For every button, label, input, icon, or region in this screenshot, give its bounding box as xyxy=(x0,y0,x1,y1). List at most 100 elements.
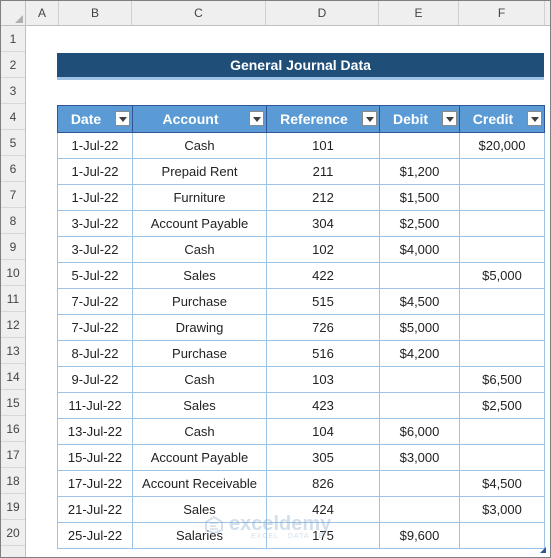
header-credit[interactable]: Credit xyxy=(459,105,545,133)
column-header-e[interactable]: E xyxy=(379,1,459,25)
cell-debit[interactable]: $1,500 xyxy=(379,184,460,211)
filter-dropdown-icon[interactable] xyxy=(362,111,377,126)
row-header-9[interactable]: 9 xyxy=(1,234,25,260)
cell-date[interactable]: 8-Jul-22 xyxy=(57,340,133,367)
cell-account[interactable]: Sales xyxy=(132,392,267,419)
cell-account[interactable]: Cash xyxy=(132,418,267,445)
cell-reference[interactable]: 515 xyxy=(266,288,380,315)
cell-date[interactable]: 11-Jul-22 xyxy=(57,392,133,419)
select-all-corner[interactable] xyxy=(1,1,26,25)
cell-credit[interactable]: $6,500 xyxy=(459,366,545,393)
row-header-15[interactable]: 15 xyxy=(1,390,25,416)
row-header-5[interactable]: 5 xyxy=(1,130,25,156)
cell-date[interactable]: 13-Jul-22 xyxy=(57,418,133,445)
cell-credit[interactable]: $3,000 xyxy=(459,496,545,523)
cell-account[interactable]: Account Payable xyxy=(132,210,267,237)
row-header-3[interactable]: 3 xyxy=(1,78,25,104)
cell-credit[interactable] xyxy=(459,444,545,471)
cell-account[interactable]: Account Payable xyxy=(132,444,267,471)
row-header-6[interactable]: 6 xyxy=(1,156,25,182)
cell-account[interactable]: Furniture xyxy=(132,184,267,211)
row-header-2[interactable]: 2 xyxy=(1,52,25,78)
row-header-18[interactable]: 18 xyxy=(1,468,25,494)
header-reference[interactable]: Reference xyxy=(266,105,380,133)
cell-credit[interactable] xyxy=(459,418,545,445)
cell-debit[interactable]: $1,200 xyxy=(379,158,460,185)
cell-reference[interactable]: 103 xyxy=(266,366,380,393)
cell-debit[interactable] xyxy=(379,392,460,419)
cell-reference[interactable]: 304 xyxy=(266,210,380,237)
cell-debit[interactable]: $6,000 xyxy=(379,418,460,445)
cell-reference[interactable]: 211 xyxy=(266,158,380,185)
cell-date[interactable]: 3-Jul-22 xyxy=(57,210,133,237)
cell-debit[interactable]: $4,000 xyxy=(379,236,460,263)
cell-reference[interactable]: 516 xyxy=(266,340,380,367)
cell-debit[interactable]: $4,200 xyxy=(379,340,460,367)
cell-date[interactable]: 21-Jul-22 xyxy=(57,496,133,523)
filter-dropdown-icon[interactable] xyxy=(115,111,130,126)
cell-reference[interactable]: 826 xyxy=(266,470,380,497)
cell-date[interactable]: 1-Jul-22 xyxy=(57,158,133,185)
header-debit[interactable]: Debit xyxy=(379,105,460,133)
cell-reference[interactable]: 423 xyxy=(266,392,380,419)
column-header-f[interactable]: F xyxy=(459,1,545,25)
cell-debit[interactable] xyxy=(379,496,460,523)
row-header-10[interactable]: 10 xyxy=(1,260,25,286)
cell-credit[interactable]: $2,500 xyxy=(459,392,545,419)
row-header-4[interactable]: 4 xyxy=(1,104,25,130)
cell-credit[interactable] xyxy=(459,288,545,315)
table-resize-handle[interactable] xyxy=(540,547,546,553)
sheet-title[interactable]: General Journal Data xyxy=(57,53,544,80)
header-date[interactable]: Date xyxy=(57,105,133,133)
cell-debit[interactable] xyxy=(379,262,460,289)
row-header-19[interactable]: 19 xyxy=(1,494,25,520)
cell-account[interactable]: Cash xyxy=(132,366,267,393)
cell-reference[interactable]: 305 xyxy=(266,444,380,471)
cell-credit[interactable] xyxy=(459,184,545,211)
cell-credit[interactable]: $4,500 xyxy=(459,470,545,497)
cell-credit[interactable] xyxy=(459,158,545,185)
cell-account[interactable]: Account Receivable xyxy=(132,470,267,497)
cell-date[interactable]: 15-Jul-22 xyxy=(57,444,133,471)
cell-date[interactable]: 1-Jul-22 xyxy=(57,184,133,211)
cell-reference[interactable]: 726 xyxy=(266,314,380,341)
cell-credit[interactable] xyxy=(459,522,545,549)
cell-debit[interactable] xyxy=(379,366,460,393)
cell-date[interactable]: 17-Jul-22 xyxy=(57,470,133,497)
cell-date[interactable]: 7-Jul-22 xyxy=(57,314,133,341)
cell-debit[interactable] xyxy=(379,132,460,159)
cell-account[interactable]: Prepaid Rent xyxy=(132,158,267,185)
filter-dropdown-icon[interactable] xyxy=(527,111,542,126)
column-header-d[interactable]: D xyxy=(266,1,379,25)
row-header-11[interactable]: 11 xyxy=(1,286,25,312)
cell-account[interactable]: Salaries xyxy=(132,522,267,549)
cell-date[interactable]: 25-Jul-22 xyxy=(57,522,133,549)
cell-debit[interactable]: $2,500 xyxy=(379,210,460,237)
cell-credit[interactable] xyxy=(459,210,545,237)
header-account[interactable]: Account xyxy=(132,105,267,133)
cell-debit[interactable]: $4,500 xyxy=(379,288,460,315)
filter-dropdown-icon[interactable] xyxy=(442,111,457,126)
row-header-13[interactable]: 13 xyxy=(1,338,25,364)
cell-debit[interactable]: $5,000 xyxy=(379,314,460,341)
cell-reference[interactable]: 422 xyxy=(266,262,380,289)
cell-reference[interactable]: 102 xyxy=(266,236,380,263)
row-header-16[interactable]: 16 xyxy=(1,416,25,442)
cell-account[interactable]: Sales xyxy=(132,496,267,523)
row-header-8[interactable]: 8 xyxy=(1,208,25,234)
cell-date[interactable]: 3-Jul-22 xyxy=(57,236,133,263)
cell-credit[interactable]: $20,000 xyxy=(459,132,545,159)
cell-reference[interactable]: 175 xyxy=(266,522,380,549)
cell-account[interactable]: Purchase xyxy=(132,288,267,315)
cell-credit[interactable] xyxy=(459,314,545,341)
cell-date[interactable]: 7-Jul-22 xyxy=(57,288,133,315)
cell-account[interactable]: Sales xyxy=(132,262,267,289)
cell-credit[interactable] xyxy=(459,340,545,367)
cell-date[interactable]: 9-Jul-22 xyxy=(57,366,133,393)
cell-reference[interactable]: 101 xyxy=(266,132,380,159)
cell-account[interactable]: Cash xyxy=(132,236,267,263)
cell-credit[interactable]: $5,000 xyxy=(459,262,545,289)
column-header-c[interactable]: C xyxy=(132,1,266,25)
cell-debit[interactable]: $9,600 xyxy=(379,522,460,549)
cell-debit[interactable]: $3,000 xyxy=(379,444,460,471)
